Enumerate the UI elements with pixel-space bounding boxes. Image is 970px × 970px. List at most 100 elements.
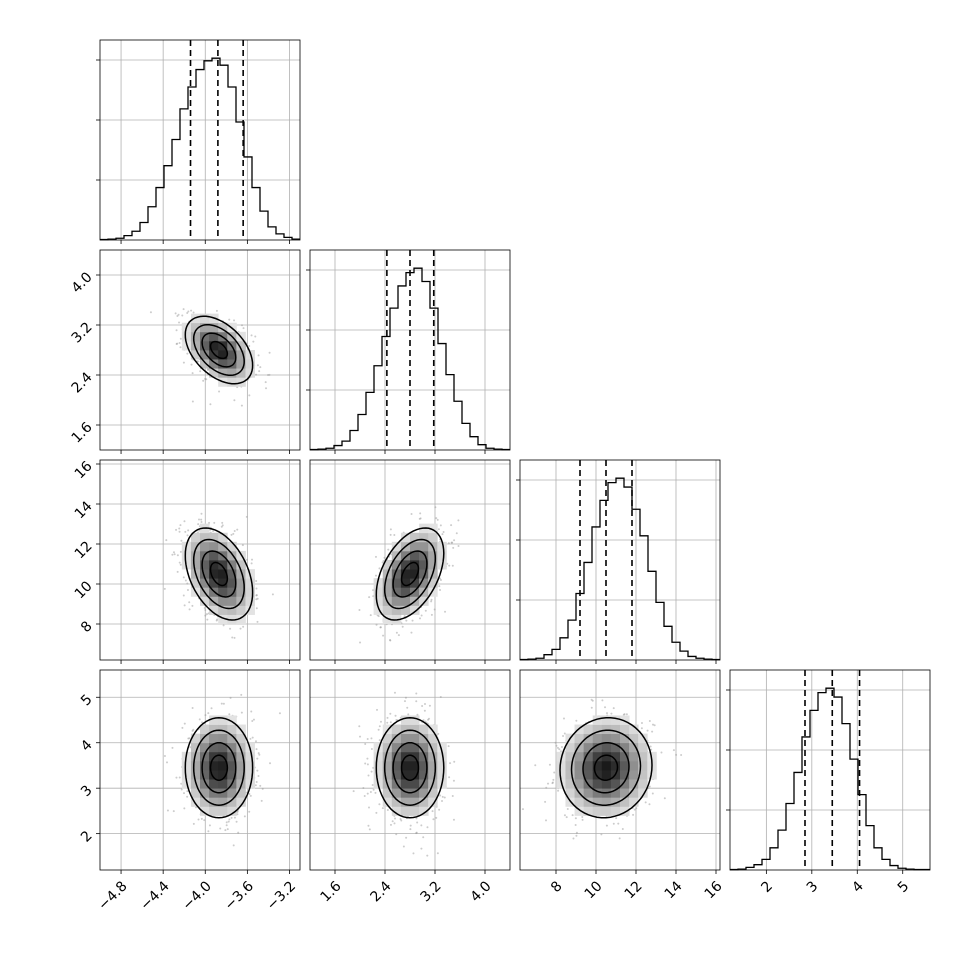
density-cell — [227, 541, 237, 552]
sample-point — [675, 753, 678, 756]
sample-point — [149, 311, 152, 314]
density-cell — [629, 779, 639, 789]
density-cell — [218, 532, 228, 543]
sample-point — [366, 757, 369, 760]
sample-point — [231, 636, 234, 639]
x-tick-label: −4.0 — [180, 878, 215, 913]
sample-point — [415, 700, 418, 703]
sample-point — [437, 732, 440, 735]
sample-point — [545, 786, 548, 789]
sample-point — [563, 732, 566, 735]
density-cell — [610, 715, 621, 725]
density-cell — [190, 541, 201, 552]
density-cell — [583, 724, 594, 735]
density-cell — [574, 779, 585, 789]
sample-point — [255, 607, 258, 610]
density-cell — [391, 578, 402, 588]
sample-point — [249, 794, 252, 797]
density-cell — [218, 742, 228, 753]
sample-point — [363, 795, 366, 798]
density-cell — [218, 368, 228, 378]
contour-line — [201, 332, 237, 368]
sample-point — [178, 527, 181, 530]
density-cell — [629, 751, 639, 762]
sample-point — [367, 824, 370, 827]
sample-point — [430, 613, 433, 616]
density-cell — [629, 770, 639, 780]
sample-point — [233, 399, 236, 402]
sample-point — [389, 533, 392, 536]
density-cell — [373, 596, 384, 606]
pair-content — [163, 693, 281, 847]
sample-point — [204, 608, 207, 611]
sample-point — [651, 730, 654, 733]
density-cell — [583, 770, 594, 780]
sample-point — [187, 529, 190, 532]
sample-point — [183, 604, 186, 607]
density-cell — [592, 779, 603, 789]
sample-point — [430, 600, 433, 603]
density-cell — [200, 569, 210, 579]
density-cell — [209, 733, 219, 744]
sample-point — [397, 634, 400, 637]
sample-point — [233, 636, 236, 639]
sample-point — [430, 598, 433, 601]
y-tick-label: 12 — [72, 538, 96, 562]
density-cell — [190, 340, 201, 351]
sample-point — [243, 815, 246, 818]
density-cell — [190, 331, 201, 342]
sample-point — [612, 707, 615, 710]
sample-point — [251, 720, 254, 723]
sample-point — [376, 708, 379, 711]
density-cell — [583, 751, 594, 762]
sample-point — [189, 746, 192, 749]
density-cell — [227, 742, 237, 753]
sample-point — [228, 318, 231, 321]
sample-point — [236, 813, 239, 816]
pair-content — [358, 506, 460, 644]
x-tick-label: 4.0 — [468, 878, 495, 905]
density-cell — [610, 742, 621, 753]
sample-point — [615, 817, 618, 820]
density-cell — [382, 605, 393, 615]
sample-point — [233, 530, 236, 533]
sample-point — [559, 750, 562, 753]
histogram-step — [520, 477, 720, 661]
sample-point — [206, 618, 209, 621]
density-cell — [620, 715, 630, 725]
sample-point — [405, 836, 408, 839]
sample-point — [252, 340, 255, 343]
sample-point — [259, 784, 262, 787]
density-cell — [245, 587, 255, 597]
sample-point — [426, 826, 429, 829]
density-cell — [410, 779, 420, 789]
panel-frame — [99, 39, 301, 241]
sample-point — [240, 404, 243, 407]
sample-point — [246, 558, 249, 561]
density-cell — [400, 788, 411, 798]
sample-point — [382, 634, 385, 637]
density-cell — [391, 596, 402, 606]
sample-point — [617, 822, 620, 825]
density-cell — [190, 788, 201, 798]
sample-point — [200, 518, 203, 521]
density-cell — [391, 751, 402, 762]
density-cell — [556, 760, 566, 771]
sample-point — [370, 747, 373, 750]
density-cell — [190, 742, 201, 753]
sample-point — [399, 817, 402, 820]
density-cell — [218, 359, 228, 369]
contour-line — [559, 717, 653, 819]
sample-point — [427, 718, 430, 721]
sample-point — [556, 746, 559, 749]
density-cell — [200, 751, 210, 762]
sample-point — [364, 762, 367, 765]
density-cell — [410, 724, 420, 735]
sample-point — [267, 373, 270, 376]
density-cell — [181, 331, 192, 342]
density-cell — [209, 359, 219, 369]
density-cell — [437, 742, 447, 753]
density-cell — [218, 715, 228, 725]
sample-point — [604, 706, 607, 709]
hist-panel-1 — [306, 249, 511, 454]
